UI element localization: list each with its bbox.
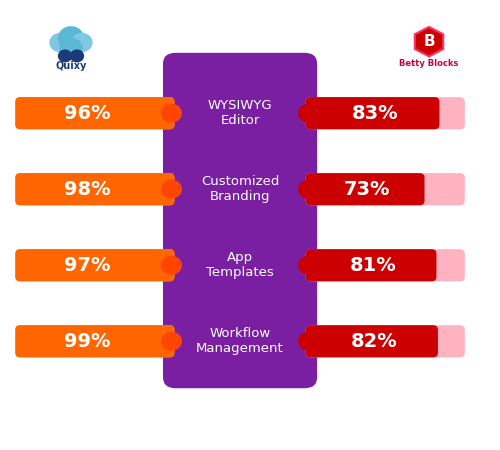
FancyBboxPatch shape [16, 173, 174, 205]
Circle shape [299, 104, 318, 122]
Circle shape [70, 50, 84, 62]
Polygon shape [415, 27, 443, 56]
Text: 73%: 73% [344, 180, 391, 199]
Text: App
Templates: App Templates [206, 251, 274, 279]
FancyBboxPatch shape [163, 53, 317, 388]
Text: Workflow
Management: Workflow Management [196, 327, 284, 356]
FancyBboxPatch shape [306, 97, 465, 129]
Text: B: B [423, 34, 435, 49]
FancyBboxPatch shape [16, 249, 174, 281]
Circle shape [58, 27, 84, 49]
FancyBboxPatch shape [16, 325, 174, 357]
Circle shape [299, 256, 318, 274]
FancyBboxPatch shape [306, 173, 424, 205]
Text: 96%: 96% [64, 104, 110, 123]
Circle shape [299, 180, 318, 198]
Text: WYSIWYG
Editor: WYSIWYG Editor [208, 99, 272, 127]
Circle shape [162, 180, 182, 198]
Text: 99%: 99% [64, 332, 110, 351]
Circle shape [50, 34, 70, 51]
FancyBboxPatch shape [16, 97, 174, 129]
FancyBboxPatch shape [306, 249, 436, 281]
FancyBboxPatch shape [306, 325, 465, 357]
Circle shape [60, 39, 82, 58]
FancyBboxPatch shape [306, 173, 465, 205]
Text: 83%: 83% [352, 104, 399, 123]
FancyBboxPatch shape [306, 249, 465, 281]
Text: 97%: 97% [64, 256, 110, 275]
FancyBboxPatch shape [306, 97, 440, 129]
Circle shape [72, 34, 92, 51]
Text: Quixy: Quixy [56, 61, 86, 71]
Text: Betty Blocks: Betty Blocks [400, 58, 458, 68]
Text: 81%: 81% [350, 256, 397, 275]
FancyBboxPatch shape [16, 97, 174, 129]
Circle shape [58, 50, 71, 62]
Circle shape [162, 256, 182, 274]
Text: 82%: 82% [351, 332, 398, 351]
FancyBboxPatch shape [16, 173, 174, 205]
Circle shape [162, 333, 182, 350]
Text: Customized
Branding: Customized Branding [201, 175, 279, 203]
FancyBboxPatch shape [16, 249, 174, 281]
Circle shape [162, 104, 182, 122]
FancyBboxPatch shape [306, 325, 438, 357]
FancyBboxPatch shape [16, 325, 174, 357]
Circle shape [299, 333, 318, 350]
Text: 98%: 98% [64, 180, 110, 199]
